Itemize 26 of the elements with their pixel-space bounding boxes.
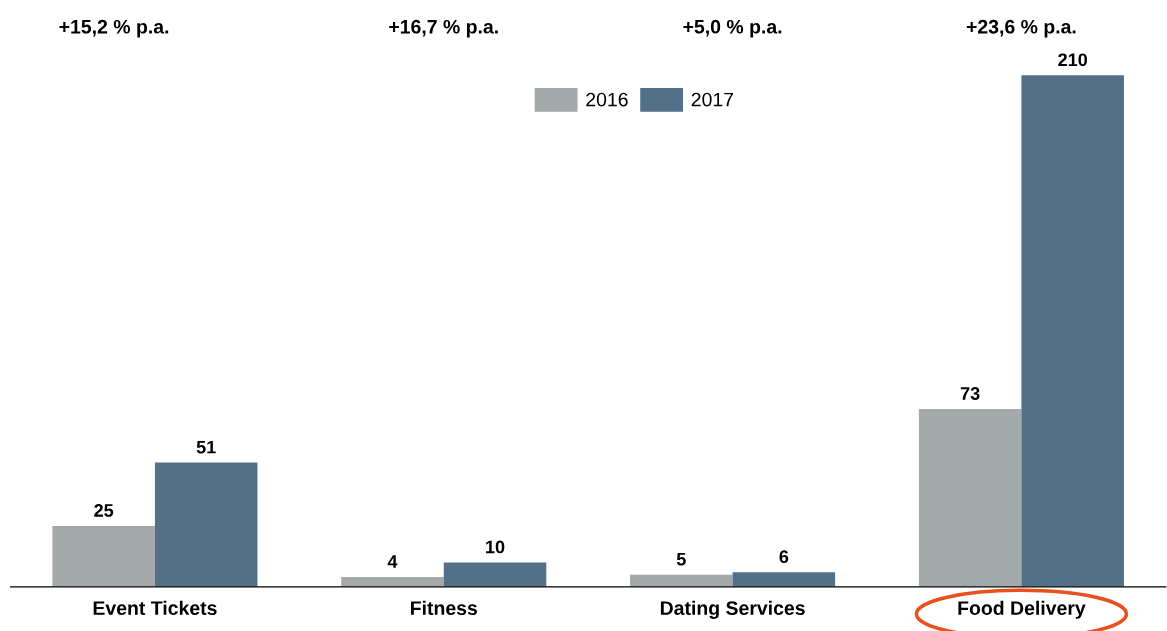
data-label: 210 [1058,53,1088,67]
text: +5,0 % p.a. [683,19,782,38]
text: +15,2 % p.a. [59,19,169,38]
x-tick-label: Fitness [411,600,477,615]
data-label: 10 [486,540,505,554]
x-tick-label: Dating Services [660,600,805,619]
bar [732,572,836,587]
x-tick-label: Event Tickets [93,600,217,615]
bar [341,577,444,587]
bar [1021,75,1124,587]
data-label: 25 [94,504,114,517]
bar [918,409,1022,587]
data-label: 73 [960,387,980,400]
bar [630,574,733,587]
data-label: 51 [196,440,216,454]
x-tick-label: Food Delivery [958,600,1086,619]
legend-label: 2017 [691,92,734,107]
bar [52,525,155,587]
bar [443,562,547,587]
bar [154,462,258,587]
text: +16,7 % p.a. [389,19,498,38]
data-label: 5 [676,552,686,566]
text: +23,6 % p.a. [966,19,1076,38]
data-label: 6 [779,550,789,564]
data-label: 4 [387,555,398,568]
legend-label: 2016 [586,92,628,107]
